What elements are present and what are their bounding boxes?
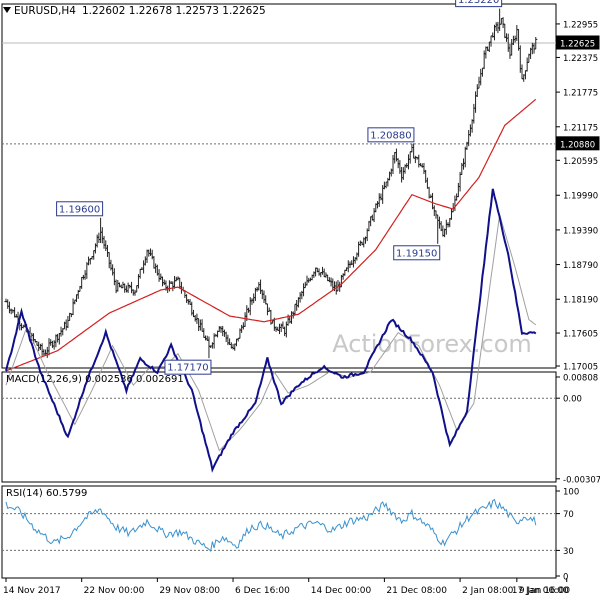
current-price-label-box xyxy=(556,35,600,50)
rsi-axis-tick-label: 30 xyxy=(563,547,574,557)
price-axis-tick-label: 1.18190 xyxy=(563,296,598,306)
level-price-label: 1.20880 xyxy=(560,140,595,150)
price-panel-frame xyxy=(1,3,557,369)
price-axis-tick-label: 1.19390 xyxy=(563,226,598,236)
price-annotation-label: 1.17170 xyxy=(167,363,208,374)
price-axis-tick-label: 1.20595 xyxy=(563,157,598,167)
macd-axis-tick-label: 0.00808 xyxy=(563,374,598,384)
price-axis-tick-label: 1.19990 xyxy=(563,192,598,202)
level-price-label-box xyxy=(556,136,600,151)
collapse-arrow-icon[interactable] xyxy=(3,7,11,13)
macd-signal-line xyxy=(5,214,537,452)
macd-title: MACD(12,26,9) 0.002536 0.002691 xyxy=(6,374,184,385)
price-axis-tick-label: 1.22955 xyxy=(563,20,598,30)
price-axis-tick-label: 1.22375 xyxy=(563,54,598,64)
macd-panel-frame xyxy=(1,371,557,483)
current-price-label: 1.22625 xyxy=(560,40,595,50)
ohlc-values: 1.22602 1.22678 1.22573 1.22625 xyxy=(82,5,266,17)
rsi-panel-frame xyxy=(1,485,557,579)
x-axis-label: 22 Nov 00:00 xyxy=(84,586,145,596)
price-annotation-box xyxy=(56,201,104,217)
x-axis-label: 17 Jan 00:00 xyxy=(512,586,569,596)
x-axis-label: 14 Nov 2017 xyxy=(3,586,61,596)
x-axis-label: 21 Dec 08:00 xyxy=(386,586,447,596)
rsi-title: RSI(14) 60.5799 xyxy=(6,488,87,499)
macd-axis-tick-label: 0.00 xyxy=(563,395,582,405)
price-axis-tick-label: 1.17605 xyxy=(563,330,598,340)
price-annotation-box xyxy=(164,359,212,375)
price-axis-tick-label: 1.18790 xyxy=(563,261,598,271)
x-axis-label: 9 Jan 16:00 xyxy=(519,586,571,596)
price-annotation-box xyxy=(367,127,415,143)
price-annotation-label: 1.20880 xyxy=(370,130,411,141)
rsi-axis-tick-label: 70 xyxy=(563,510,574,520)
x-axis-label: 6 Dec 16:00 xyxy=(235,586,290,596)
watermark: ActionForex.com xyxy=(332,330,532,358)
macd-axis-tick-label: -0.003078 xyxy=(563,475,600,485)
price-axis-tick-label: 1.21175 xyxy=(563,123,598,133)
symbol-label: EURUSD,H4 xyxy=(14,5,76,17)
price-annotation-label: 1.19150 xyxy=(396,248,437,259)
moving-average-line xyxy=(5,98,537,372)
rsi-line xyxy=(5,498,537,552)
price-axis-tick-label: 1.17005 xyxy=(563,363,598,373)
x-axis-label: 14 Dec 00:00 xyxy=(311,586,372,596)
price-annotation-label: 1.19600 xyxy=(59,204,100,215)
price-axis-tick-label: 1.21775 xyxy=(563,89,598,99)
price-annotation-box xyxy=(393,245,441,261)
price-annotation-label: 1.23220 xyxy=(458,0,499,6)
x-axis-label: 2 Jan 08:00 xyxy=(462,586,514,596)
rsi-axis-tick-label: 100 xyxy=(563,488,579,498)
price-annotation-box xyxy=(455,0,503,8)
x-axis-label: 29 Nov 08:00 xyxy=(159,586,220,596)
rsi-axis-tick-label: 0 xyxy=(563,573,568,583)
macd-line xyxy=(5,188,537,473)
